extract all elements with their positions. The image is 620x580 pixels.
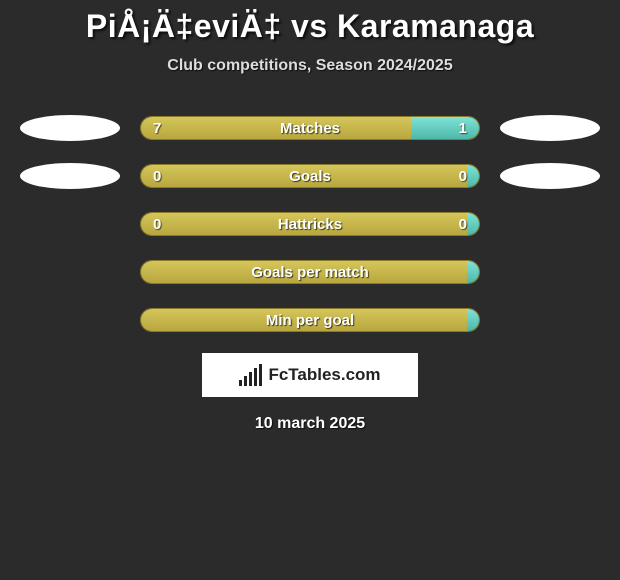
stat-right-value: 0 <box>459 216 467 233</box>
stats-rows: 71Matches00Goals00HattricksGoals per mat… <box>0 115 620 333</box>
spacer <box>500 211 600 237</box>
bar-chart-icon <box>239 364 262 386</box>
stat-right-value: 0 <box>459 168 467 185</box>
stat-left-segment: 7 <box>141 117 411 139</box>
player-right-marker <box>500 163 600 189</box>
source-badge[interactable]: FcTables.com <box>202 353 418 397</box>
spacer <box>20 259 120 285</box>
stat-bar: 71Matches <box>140 116 480 140</box>
stat-bar: 00Hattricks <box>140 212 480 236</box>
stat-right-segment: 0 <box>467 165 479 187</box>
stat-left-segment: 0 <box>141 165 467 187</box>
stat-bar: Min per goal <box>140 308 480 332</box>
stat-left-segment: 0 <box>141 213 467 235</box>
stat-row: 00Hattricks <box>0 211 620 237</box>
spacer <box>20 211 120 237</box>
spacer <box>500 307 600 333</box>
stat-left-value: 7 <box>153 120 161 137</box>
player-left-marker <box>20 163 120 189</box>
stat-right-segment <box>467 309 479 331</box>
stat-left-value: 0 <box>153 168 161 185</box>
stat-left-segment <box>141 309 467 331</box>
stat-right-value: 1 <box>459 120 467 137</box>
page-title: PiÅ¡Ä‡eviÄ‡ vs Karamanaga <box>0 8 620 45</box>
stat-right-segment <box>467 261 479 283</box>
stat-right-segment: 0 <box>467 213 479 235</box>
stat-left-value: 0 <box>153 216 161 233</box>
stat-row: 71Matches <box>0 115 620 141</box>
player-left-marker <box>20 115 120 141</box>
stat-row: Goals per match <box>0 259 620 285</box>
comparison-widget: PiÅ¡Ä‡eviÄ‡ vs Karamanaga Club competiti… <box>0 0 620 433</box>
subtitle: Club competitions, Season 2024/2025 <box>0 57 620 75</box>
player-right-marker <box>500 115 600 141</box>
source-label: FcTables.com <box>268 365 380 385</box>
spacer <box>20 307 120 333</box>
stat-bar: Goals per match <box>140 260 480 284</box>
stat-left-segment <box>141 261 467 283</box>
stat-row: 00Goals <box>0 163 620 189</box>
spacer <box>500 259 600 285</box>
stat-row: Min per goal <box>0 307 620 333</box>
stat-right-segment: 1 <box>411 117 479 139</box>
date-label: 10 march 2025 <box>0 415 620 433</box>
stat-bar: 00Goals <box>140 164 480 188</box>
